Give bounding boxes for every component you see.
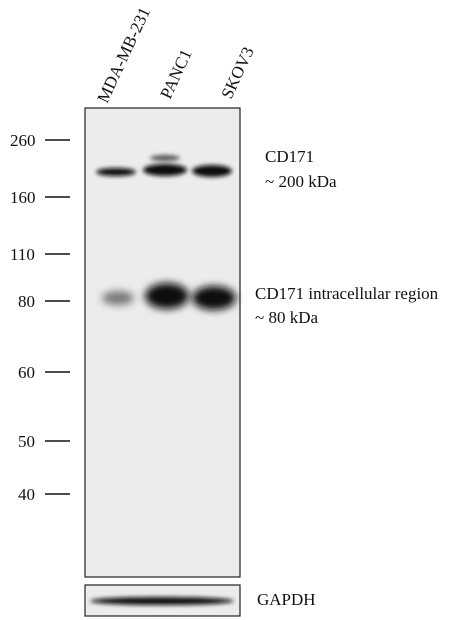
marker-label: 40 <box>18 485 35 504</box>
marker-label: 60 <box>18 363 35 382</box>
lane-label: PANC1 <box>156 46 195 101</box>
bands-80kda <box>102 283 236 310</box>
marker-label: 160 <box>10 188 36 207</box>
blot-panel <box>84 107 241 578</box>
band-label: CD171 intracellular region <box>255 284 439 303</box>
bands-200kda <box>96 155 232 177</box>
band-label: CD171 <box>265 147 314 166</box>
marker-ticks <box>45 139 70 495</box>
lane-label: SKOV3 <box>217 44 257 102</box>
lane-label: MDA-MB-231 <box>93 4 154 105</box>
gapdh-band <box>90 597 234 605</box>
loading-control-label: GAPDH <box>257 590 316 609</box>
band-size: ~ 80 kDa <box>255 308 318 327</box>
marker-label: 50 <box>18 432 35 451</box>
band-size: ~ 200 kDa <box>265 172 337 191</box>
marker-label: 80 <box>18 292 35 311</box>
marker-label: 260 <box>10 131 36 150</box>
marker-label: 110 <box>10 245 35 264</box>
